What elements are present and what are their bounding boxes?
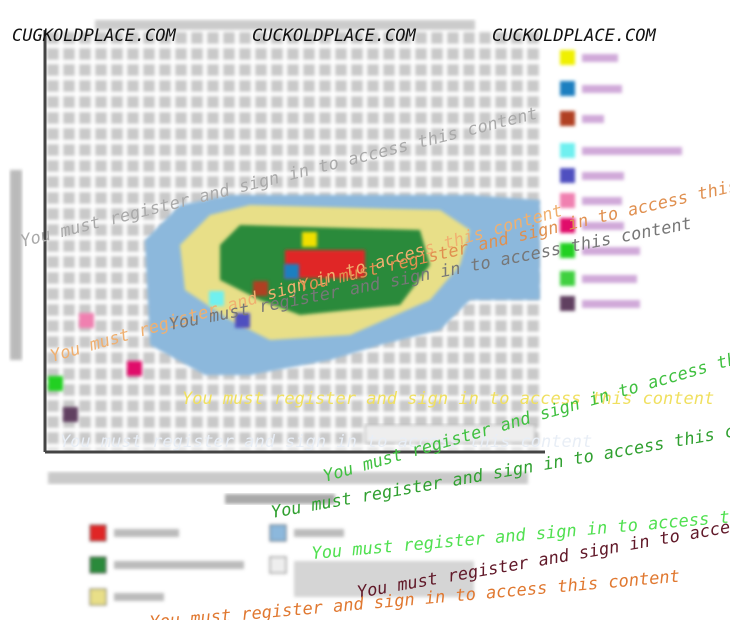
marker — [79, 313, 94, 328]
site-watermark: CUCKOLDPLACE.COM — [252, 26, 417, 46]
marker — [48, 376, 63, 391]
blurred-key-label — [294, 561, 474, 597]
legend-swatch — [560, 193, 575, 208]
access-notice: You must register and sign in to access … — [182, 389, 714, 409]
key — [89, 524, 474, 606]
legend — [560, 50, 682, 311]
legend-swatch — [560, 111, 575, 126]
site-watermark: CUCKOLDPLACE.COM — [492, 26, 657, 46]
blurred-legend-label — [582, 300, 640, 308]
marker — [284, 264, 299, 279]
blurred-legend-label — [582, 54, 618, 62]
legend-swatch — [560, 271, 575, 286]
blurred-y-label — [10, 170, 22, 360]
marker — [209, 291, 224, 306]
blurred-x-label — [225, 494, 335, 504]
marker — [302, 232, 317, 247]
marker — [127, 361, 142, 376]
blurred-legend-label — [582, 275, 637, 283]
key-swatch — [89, 588, 107, 606]
legend-swatch — [560, 218, 575, 233]
blurred-legend-label — [582, 147, 682, 155]
legend-swatch — [560, 50, 575, 65]
legend-swatch — [560, 168, 575, 183]
marker — [235, 313, 250, 328]
marker — [63, 407, 78, 422]
blurred-key-label — [114, 593, 164, 601]
blurred-legend-label — [582, 85, 622, 93]
key-swatch — [269, 556, 287, 574]
blurred-legend-label — [582, 172, 624, 180]
blurred-key-label — [294, 529, 344, 537]
access-notice: You must register and sign in to access … — [60, 432, 592, 452]
blurred-title — [95, 20, 475, 32]
blurred-legend-label — [582, 222, 624, 230]
blurred-legend-label — [582, 197, 622, 205]
blurred-key-label — [114, 561, 244, 569]
legend-swatch — [560, 243, 575, 258]
markers — [48, 232, 317, 422]
site-watermark: CUGKOLDPLACE.COM — [12, 26, 177, 46]
key-swatch — [89, 524, 107, 542]
chart-grid — [10, 30, 545, 504]
legend-swatch — [560, 296, 575, 311]
legend-swatch — [560, 143, 575, 158]
key-swatch — [89, 556, 107, 574]
blurred-key-label — [114, 529, 179, 537]
legend-swatch — [560, 81, 575, 96]
key-swatch — [269, 524, 287, 542]
blurred-x-ticks — [48, 472, 528, 484]
blurred-legend-label — [582, 115, 604, 123]
blurred-legend-label — [582, 247, 640, 255]
blurred-note-box — [364, 424, 536, 444]
marker — [253, 281, 268, 296]
